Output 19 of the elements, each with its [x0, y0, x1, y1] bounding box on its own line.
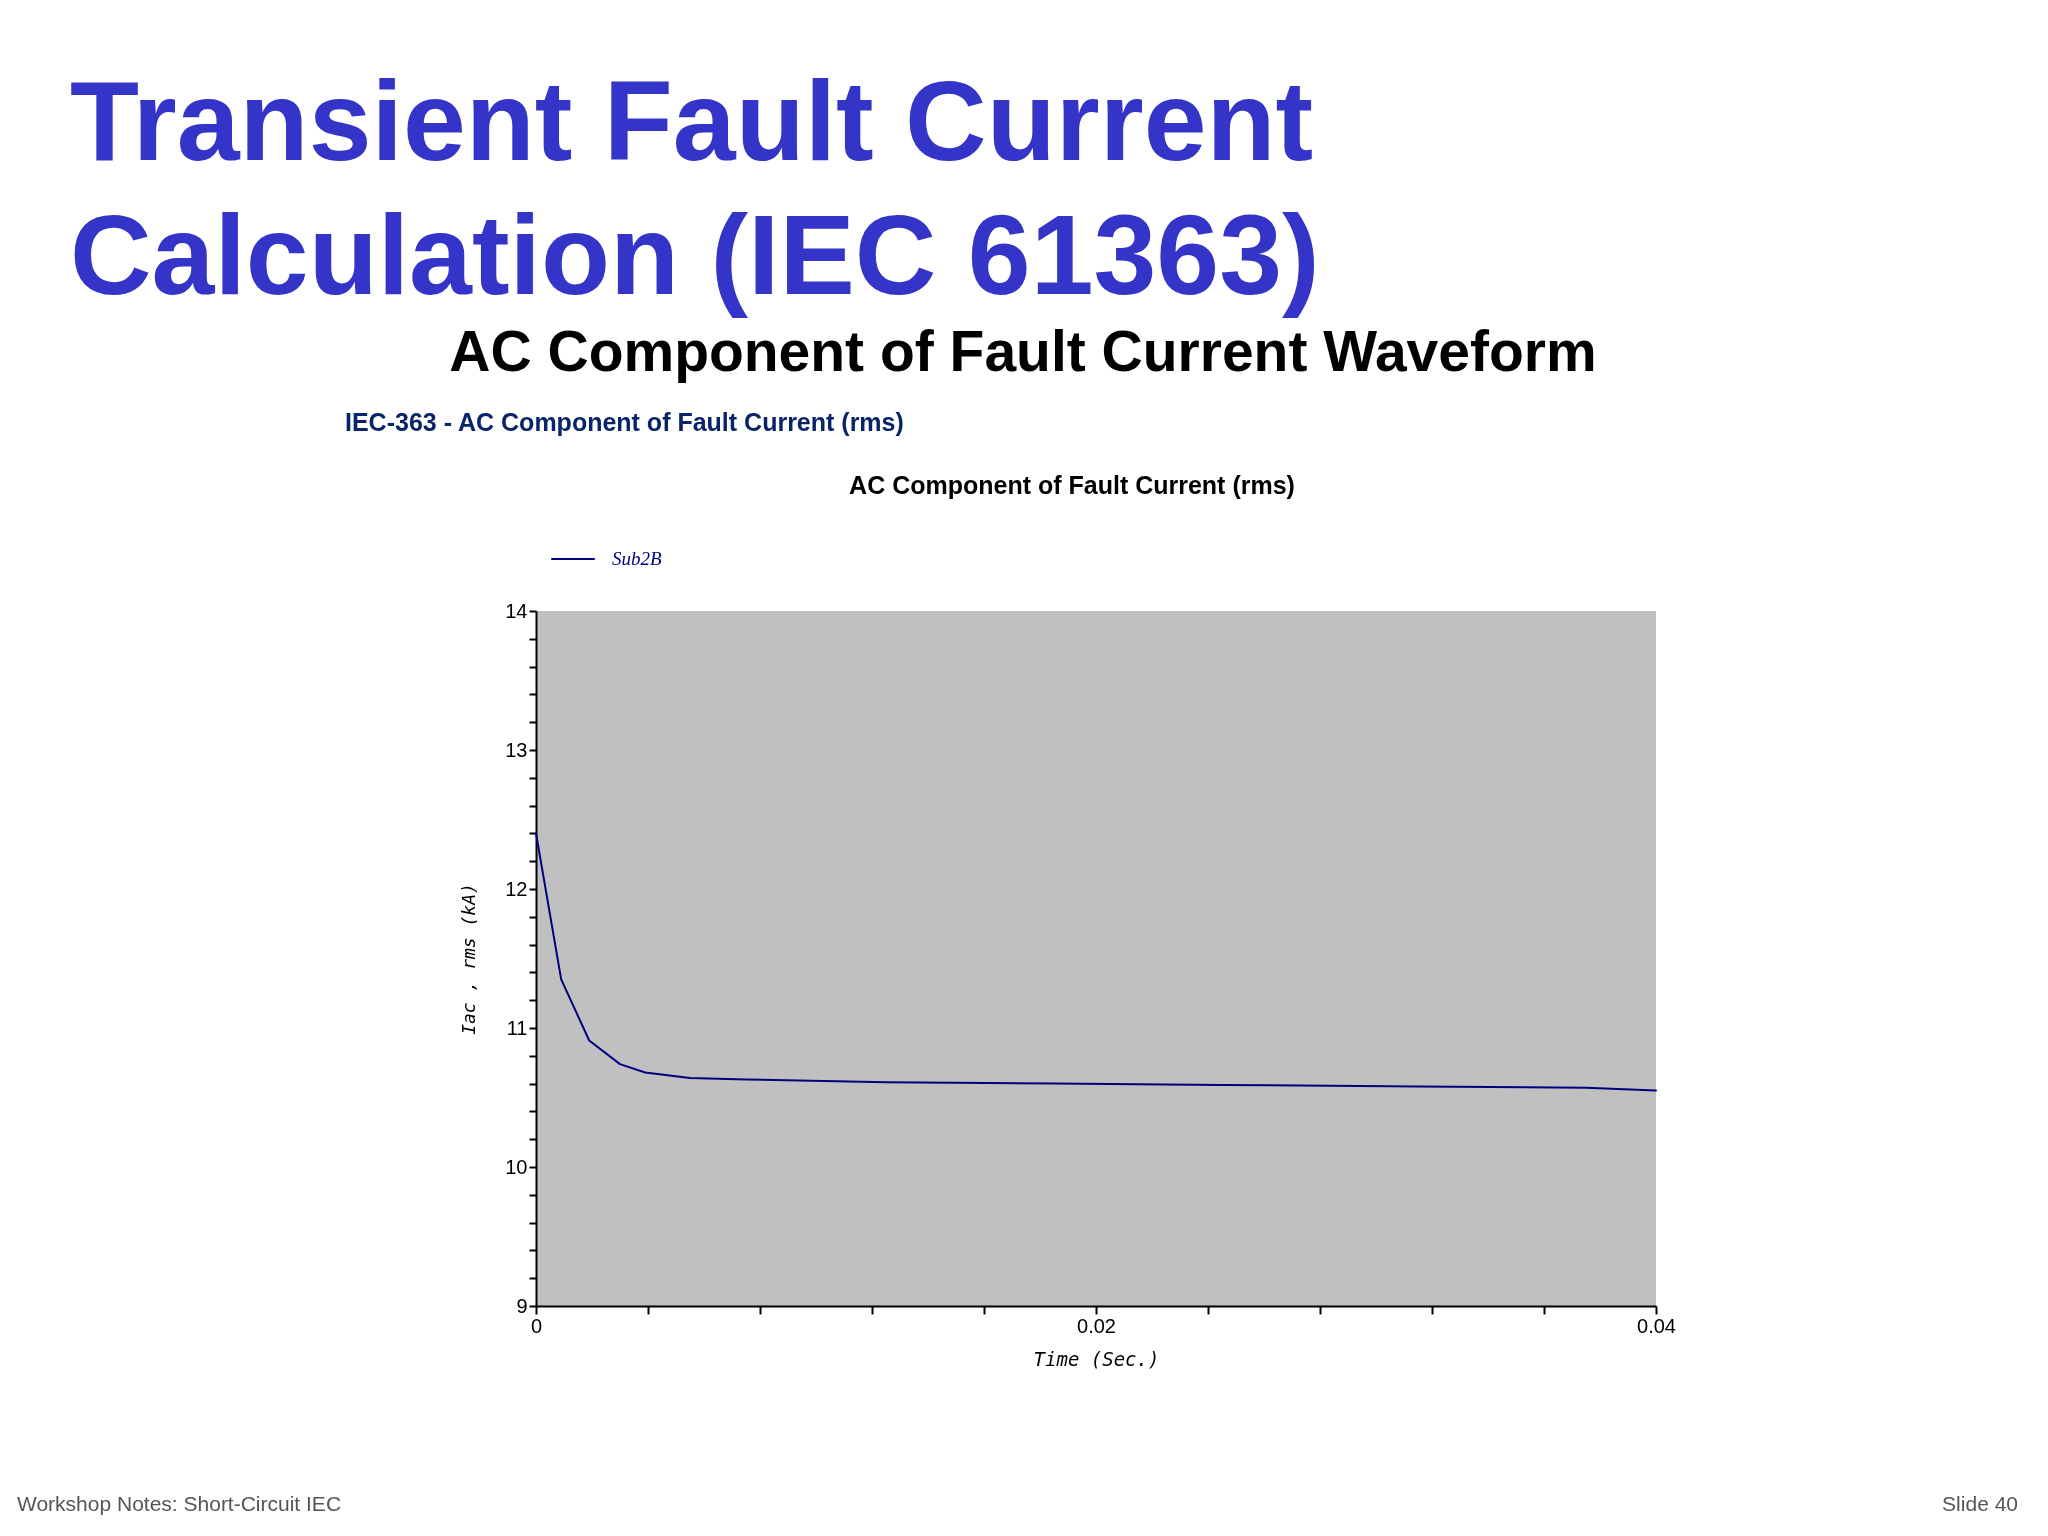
- text: AC Component of Fault Current (rms): [849, 471, 1295, 499]
- x-axis-title: Time (Sec.): [1033, 1347, 1160, 1370]
- y-tick-label: 12: [505, 877, 528, 900]
- line-series: [535, 832, 1657, 1092]
- legend-label: Sub2B: [612, 548, 662, 569]
- text: IEC-363 - AC Component of Fault Current (rms): [345, 408, 904, 436]
- y-tick-label: 13: [505, 738, 528, 761]
- y-tick-label: 9: [516, 1294, 528, 1317]
- x-tick-label: 0.04: [1637, 1314, 1676, 1337]
- y-tick-label: 10: [505, 1155, 528, 1178]
- text: Workshop Notes: Short-Circuit IEC: [17, 1492, 342, 1515]
- y-tick-label: 11: [506, 1016, 528, 1039]
- chart-subtitle: AC Component of Fault Current Waveform: [449, 319, 1597, 383]
- y-axis-title: Iac , rms (kA): [458, 883, 480, 1035]
- x-tick-label: 0.02: [1077, 1314, 1116, 1337]
- text: Slide 40: [1942, 1492, 2018, 1515]
- y-tick-label: 14: [505, 599, 528, 622]
- x-tick-label: 0: [530, 1314, 543, 1337]
- chart-title: Transient Fault Current Calculation (IEC 61363): [70, 58, 1320, 318]
